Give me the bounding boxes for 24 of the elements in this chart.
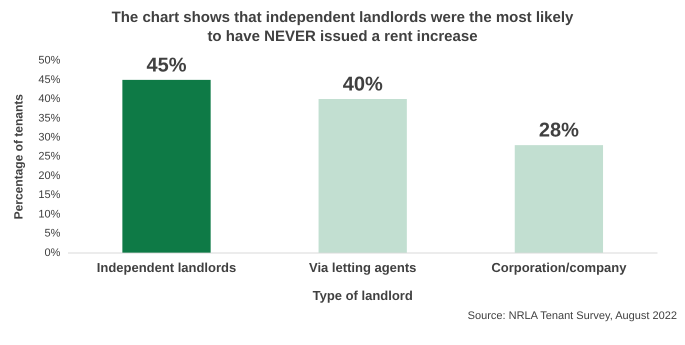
x-axis-title: Type of landlord <box>312 288 413 303</box>
y-tick-label: 25% <box>38 150 61 163</box>
y-tick-label: 20% <box>38 170 61 182</box>
y-tick-label: 15% <box>38 189 61 202</box>
data-label: 28% <box>538 120 580 142</box>
x-tick-label: Independent landlords <box>96 260 236 276</box>
y-tick-label: 35% <box>38 112 61 124</box>
x-tick-label: Corporation/company <box>491 260 628 276</box>
y-tick-label: 50% <box>38 54 61 67</box>
data-label: 45% <box>146 54 187 76</box>
bar <box>514 145 604 253</box>
y-axis-title: Percentage of tenants <box>12 94 26 220</box>
data-label: 40% <box>342 74 383 96</box>
y-tick-label: 5% <box>44 228 61 240</box>
y-tick-label: 45% <box>38 74 61 86</box>
source-note: Source: NRLA Tenant Survey, August 2022 <box>466 310 677 322</box>
chart-title: The chart shows that independent landlords were the most likely to have NEVER issued a rent increase <box>110 8 574 46</box>
y-tick-label: 30% <box>38 132 61 144</box>
bar <box>122 80 211 253</box>
y-tick-label: 10% <box>38 208 61 220</box>
y-tick-label: 40% <box>38 93 61 106</box>
x-tick-label: Via letting agents <box>309 260 416 276</box>
bar <box>318 99 407 253</box>
y-tick-label: 0% <box>44 246 61 259</box>
